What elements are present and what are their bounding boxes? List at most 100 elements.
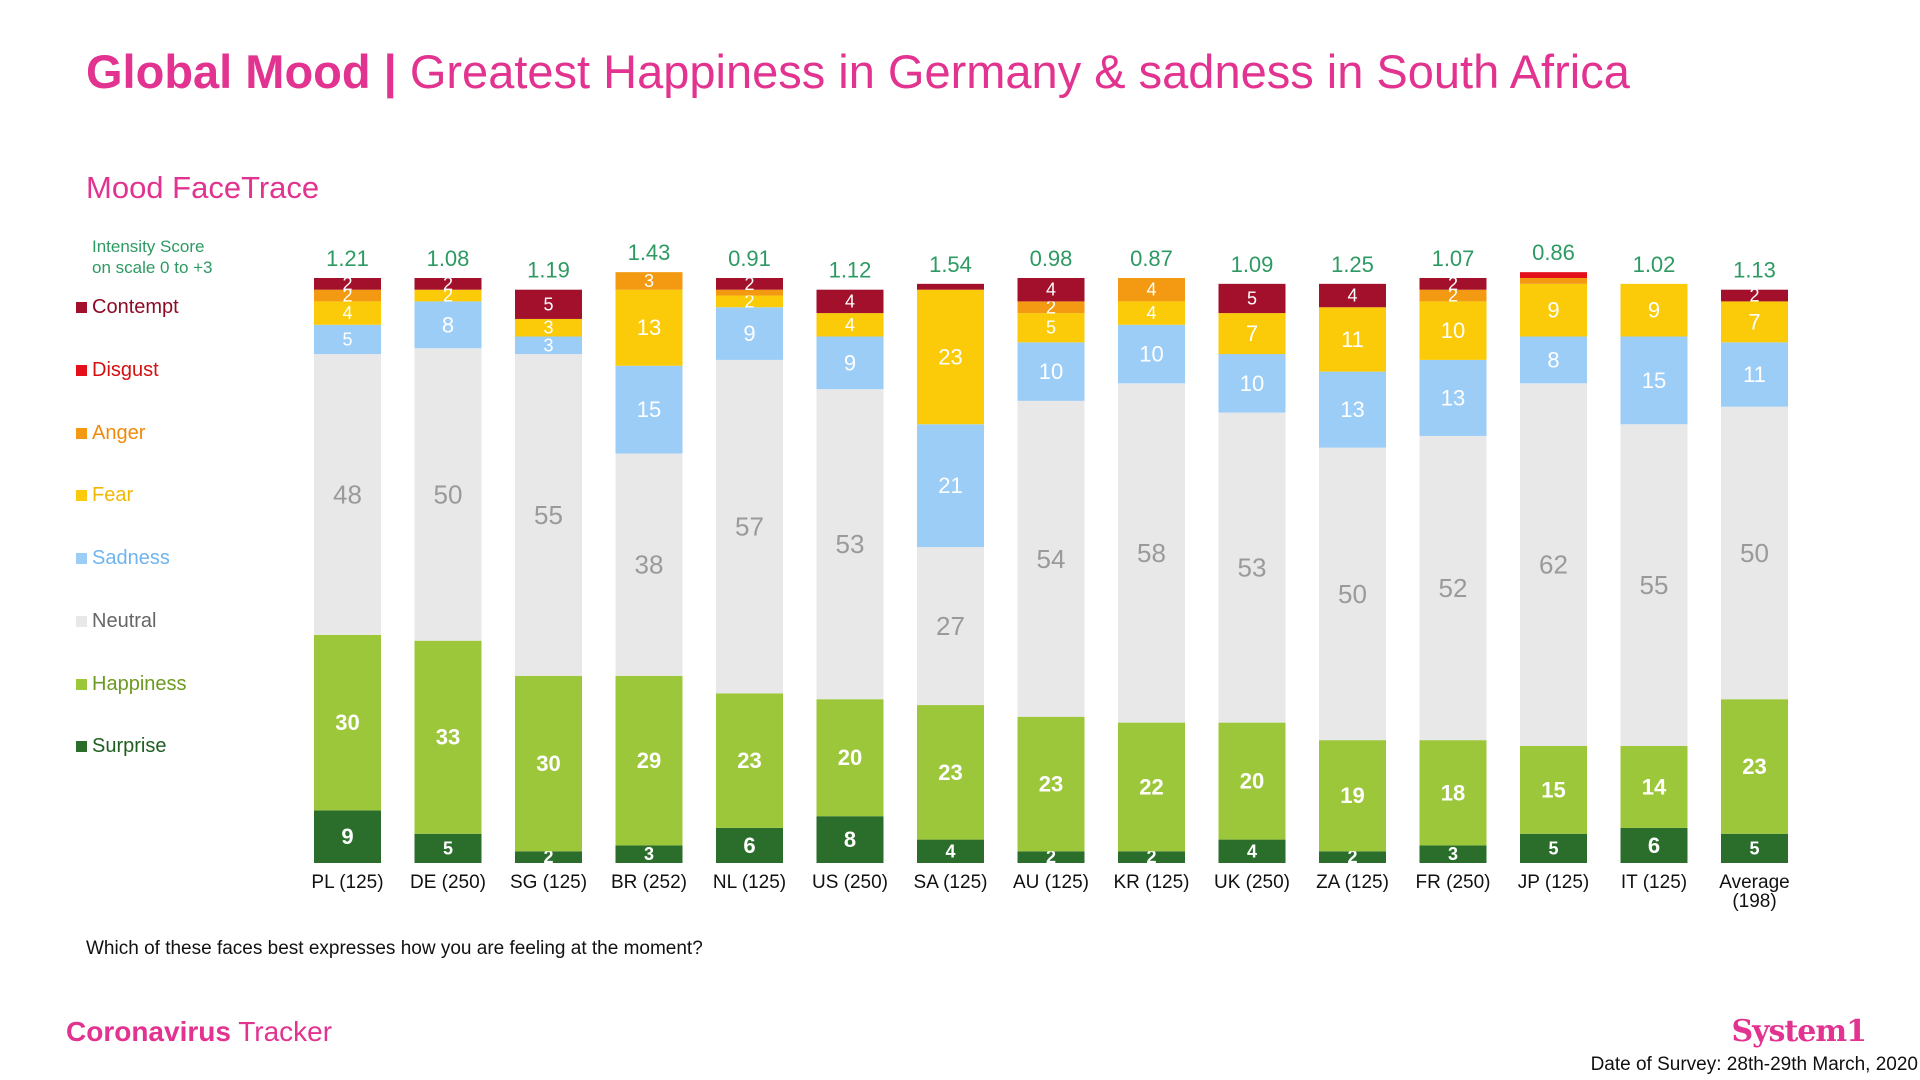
bar-segment-sadness bbox=[1218, 354, 1286, 413]
category-label: SA (125) bbox=[914, 872, 988, 893]
bar-segment-neutral bbox=[1419, 435, 1487, 741]
data-label-fear: 9 bbox=[1547, 298, 1559, 323]
legend-item-anger: Anger bbox=[76, 422, 145, 445]
category-label: DE (250) bbox=[410, 872, 486, 893]
bar-segment-neutral bbox=[1218, 412, 1286, 723]
bar-segment-happiness bbox=[1520, 746, 1587, 834]
data-label-sadness: 10 bbox=[1039, 359, 1063, 384]
data-label-anger: 2 bbox=[342, 286, 352, 306]
bar-segment-contempt bbox=[1419, 278, 1487, 290]
bar-segment-sadness bbox=[1721, 342, 1788, 407]
data-label-contempt: 4 bbox=[1347, 286, 1357, 306]
bar-segment-fear bbox=[1620, 283, 1688, 337]
data-label-happiness: 18 bbox=[1441, 780, 1465, 805]
intensity-label-line1: Intensity Score bbox=[92, 237, 205, 256]
data-label-sadness: 15 bbox=[1642, 368, 1666, 393]
data-label-sadness: 13 bbox=[1441, 385, 1465, 410]
bar-segment-fear bbox=[1319, 307, 1386, 372]
bar-segment-anger bbox=[716, 289, 783, 296]
data-label-neutral: 50 bbox=[1740, 538, 1769, 568]
data-label-happiness: 15 bbox=[1541, 777, 1565, 802]
legend-swatch-anger bbox=[76, 428, 87, 439]
data-label-surprise: 6 bbox=[743, 833, 755, 858]
bar-segment-neutral bbox=[816, 389, 884, 700]
bar-segment-sadness bbox=[917, 424, 984, 548]
data-label-contempt: 4 bbox=[845, 291, 855, 311]
bar-segment-sadness bbox=[414, 301, 482, 349]
bar-segment-happiness bbox=[716, 693, 783, 828]
data-label-sadness: 11 bbox=[1743, 362, 1766, 387]
system1-logo: System1 bbox=[1731, 1014, 1867, 1049]
intensity-score: 1.43 bbox=[628, 240, 671, 265]
intensity-score: 0.91 bbox=[728, 246, 771, 271]
data-label-surprise: 9 bbox=[341, 824, 353, 849]
category-label: AU (125) bbox=[1013, 872, 1089, 893]
bar-segment-contempt bbox=[716, 278, 783, 290]
intensity-score: 0.87 bbox=[1130, 246, 1173, 271]
bar-segment-anger bbox=[1118, 278, 1185, 302]
data-label-happiness: 23 bbox=[938, 760, 962, 785]
legend-item-happiness: Happiness bbox=[76, 673, 187, 696]
bar-segment-neutral bbox=[1620, 424, 1688, 746]
bar-segment-fear bbox=[816, 313, 884, 337]
intensity-score: 1.13 bbox=[1733, 258, 1776, 283]
data-label-neutral: 55 bbox=[1640, 570, 1669, 600]
data-label-happiness: 30 bbox=[536, 751, 560, 776]
bar-segment-sadness bbox=[1017, 342, 1085, 401]
data-label-contempt: 4 bbox=[1046, 280, 1056, 300]
bar-segment-sadness bbox=[716, 307, 783, 360]
bar-segment-fear bbox=[917, 289, 984, 425]
data-label-fear: 4 bbox=[1146, 303, 1156, 323]
data-label-surprise: 5 bbox=[1749, 838, 1759, 858]
footer-brand: Coronavirus Tracker bbox=[66, 1016, 332, 1048]
page-title: Global Mood | Greatest Happiness in Germ… bbox=[86, 44, 1630, 99]
bar-segment-contempt bbox=[1319, 283, 1386, 308]
bar-segment-disgust bbox=[1520, 272, 1587, 278]
bar-segment-surprise bbox=[716, 827, 783, 863]
bar-segment-surprise bbox=[1620, 827, 1688, 863]
bar-segment-anger bbox=[615, 272, 683, 290]
category-label: BR (252) bbox=[611, 872, 687, 893]
bar-segment-neutral bbox=[615, 453, 683, 676]
bar-segment-fear bbox=[1218, 313, 1286, 355]
category-label-sub: (198) bbox=[1732, 891, 1776, 912]
data-label-anger: 2 bbox=[1448, 286, 1458, 306]
bar-segment-neutral bbox=[414, 348, 482, 641]
data-label-surprise: 3 bbox=[644, 844, 654, 864]
category-label: KR (125) bbox=[1113, 872, 1189, 893]
legend-label-sadness: Sadness bbox=[92, 547, 170, 569]
data-label-fear: 5 bbox=[1046, 318, 1056, 338]
bar-segment-happiness bbox=[917, 705, 984, 840]
data-label-contempt: 2 bbox=[342, 274, 352, 294]
data-label-fear: 2 bbox=[443, 286, 453, 306]
data-label-neutral: 54 bbox=[1037, 544, 1066, 574]
legend-swatch-neutral bbox=[76, 616, 87, 627]
bar-segment-surprise bbox=[615, 845, 683, 863]
intensity-score: 1.25 bbox=[1331, 252, 1374, 277]
data-label-surprise: 8 bbox=[844, 827, 856, 852]
category-label: IT (125) bbox=[1621, 872, 1687, 893]
intensity-label-line2: on scale 0 to +3 bbox=[92, 258, 213, 277]
bar-segment-contempt bbox=[1218, 283, 1286, 314]
bar-segment-fear bbox=[716, 295, 783, 308]
data-label-sadness: 9 bbox=[743, 321, 755, 346]
intensity-score: 1.02 bbox=[1633, 252, 1676, 277]
data-label-sadness: 8 bbox=[1547, 347, 1559, 372]
bar-segment-sadness bbox=[1419, 359, 1487, 436]
data-label-sadness: 21 bbox=[938, 473, 962, 498]
bar-segment-contempt bbox=[515, 289, 582, 319]
legend-item-contempt: Contempt bbox=[76, 296, 179, 319]
bar-segment-fear bbox=[1419, 301, 1487, 360]
category-label: SG (125) bbox=[510, 872, 587, 893]
data-label-surprise: 5 bbox=[443, 838, 453, 858]
data-label-fear: 23 bbox=[938, 344, 962, 369]
intensity-score: 1.21 bbox=[326, 246, 369, 271]
data-label-sadness: 10 bbox=[1139, 342, 1163, 367]
data-label-fear: 9 bbox=[1648, 298, 1660, 323]
data-label-surprise: 2 bbox=[1046, 847, 1056, 867]
data-label-happiness: 30 bbox=[335, 710, 359, 735]
bar-segment-surprise bbox=[917, 839, 984, 863]
bar-segment-happiness bbox=[1620, 746, 1688, 828]
bar-segment-surprise bbox=[1017, 851, 1085, 863]
bar-segment-neutral bbox=[917, 547, 984, 706]
